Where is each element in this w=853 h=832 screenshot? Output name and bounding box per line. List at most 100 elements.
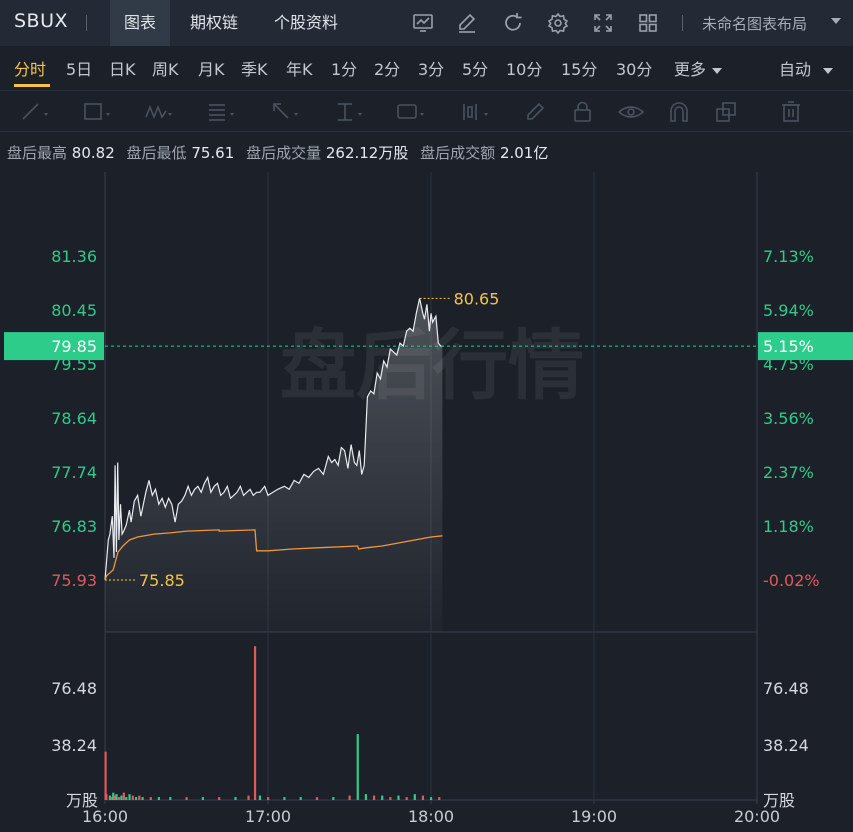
divider — [86, 15, 87, 31]
after-hours-stats: 盘后最高 80.82 盘后最低 75.61 盘后成交量 262.12万股 盘后成… — [7, 142, 555, 163]
divider — [682, 15, 683, 31]
text-tool-icon[interactable] — [334, 99, 364, 125]
x-tick-label: 19:00 — [571, 807, 617, 826]
current-price-label: 79.85 — [51, 337, 97, 356]
volume-bar — [149, 797, 152, 800]
volume-bar — [117, 797, 121, 800]
period-day-k[interactable]: 日K — [109, 60, 136, 79]
tab-options-chain[interactable]: 期权链 — [190, 13, 239, 32]
price-tick-label: 80.45 — [51, 301, 97, 320]
chevron-down-icon — [712, 67, 723, 74]
volume-bar — [108, 795, 112, 800]
volume-value: 262.12万股 — [325, 144, 409, 162]
volume-bar — [122, 792, 125, 800]
volume-unit-label-right: 万股 — [763, 791, 795, 810]
volume-bar — [125, 797, 128, 800]
volume-bar — [112, 792, 115, 800]
current-pct-tag — [758, 332, 853, 361]
settings-icon[interactable] — [547, 12, 569, 34]
measure-icon[interactable] — [460, 99, 490, 125]
volume-bar — [134, 797, 138, 800]
low-annotation: 75.85 — [139, 571, 185, 590]
period-30min[interactable]: 30分 — [616, 60, 653, 79]
volume-bar — [283, 797, 286, 800]
volume-bar — [413, 794, 416, 800]
volume-bar — [157, 797, 160, 800]
period-more[interactable]: 更多 — [674, 56, 723, 80]
trash-icon[interactable] — [776, 99, 806, 125]
label-icon[interactable] — [396, 99, 426, 125]
price-tick-label: 76.83 — [51, 517, 97, 536]
x-tick-label: 17:00 — [245, 807, 291, 826]
volume-bar — [115, 794, 118, 800]
volume-bar — [405, 797, 408, 800]
magnet-icon[interactable] — [664, 99, 694, 125]
chevron-down-icon — [823, 67, 834, 74]
indicator-icon[interactable] — [412, 12, 434, 34]
period-10min[interactable]: 10分 — [506, 60, 543, 79]
volume-bar — [113, 795, 116, 800]
amount-value: 2.01亿 — [499, 144, 549, 162]
scale-mode-label: 自动 — [779, 60, 812, 79]
percent-tick-label: 1.18% — [763, 517, 814, 536]
fib-icon[interactable] — [206, 99, 236, 125]
layout-name[interactable]: 未命名图表布局 — [702, 15, 808, 33]
period-5min[interactable]: 5分 — [462, 60, 489, 79]
scale-mode-select[interactable]: 自动 — [779, 56, 834, 80]
period-15min[interactable]: 15分 — [561, 60, 598, 79]
period-2min[interactable]: 2分 — [374, 60, 401, 79]
percent-tick-label: 5.94% — [763, 301, 814, 320]
percent-tick-label: 3.56% — [763, 409, 814, 428]
pen-icon[interactable] — [522, 99, 552, 125]
period-intraday[interactable]: 分时 — [14, 60, 47, 79]
period-week-k[interactable]: 周K — [152, 60, 179, 79]
percent-tick-label: 7.13% — [763, 247, 814, 266]
period-year-k[interactable]: 年K — [286, 60, 313, 79]
volume-bar — [372, 795, 376, 800]
active-period-indicator — [14, 84, 50, 87]
period-1min[interactable]: 1分 — [331, 60, 358, 79]
volume-bar — [201, 797, 204, 800]
eye-icon[interactable] — [616, 99, 646, 125]
volume-bar — [104, 751, 107, 800]
trend-line-icon[interactable] — [20, 99, 50, 125]
arrow-icon[interactable] — [270, 99, 300, 125]
volume-bar — [253, 646, 257, 800]
volume-bar — [128, 794, 131, 800]
period-month-k[interactable]: 月K — [198, 60, 225, 79]
chevron-down-icon[interactable] — [831, 18, 841, 24]
layout-grid-icon[interactable] — [637, 12, 659, 34]
high-annotation: 80.65 — [454, 289, 500, 308]
price-tick-label: 78.64 — [51, 409, 97, 428]
volume-bar — [120, 795, 123, 800]
refresh-icon[interactable] — [502, 12, 524, 34]
period-quarter-k[interactable]: 季K — [241, 60, 268, 79]
lock-icon[interactable] — [568, 99, 598, 125]
pattern-icon[interactable] — [144, 99, 174, 125]
percent-tick-label: -0.02% — [763, 571, 820, 590]
volume-tick-label-right: 38.24 — [763, 736, 809, 755]
tab-stock-profile[interactable]: 个股资料 — [274, 13, 339, 32]
price-line — [104, 298, 443, 581]
volume-bar — [421, 795, 425, 800]
period-3min[interactable]: 3分 — [418, 60, 445, 79]
volume-tick-label: 38.24 — [51, 736, 97, 755]
tab-chart[interactable]: 图表 — [110, 0, 171, 46]
volume-bar — [234, 797, 237, 800]
volume-bar — [141, 797, 144, 800]
x-tick-label: 20:00 — [734, 807, 780, 826]
volume-bar — [185, 797, 188, 800]
percent-tick-label: 2.37% — [763, 463, 814, 482]
rectangle-icon[interactable] — [82, 99, 112, 125]
copy-icon[interactable] — [712, 99, 742, 125]
volume-bar — [258, 795, 262, 800]
period-5d[interactable]: 5日 — [66, 60, 93, 79]
current-price-tag — [4, 332, 104, 361]
volume-bar — [430, 797, 433, 800]
draw-icon[interactable] — [456, 12, 478, 34]
ticker-symbol: SBUX — [14, 10, 69, 32]
volume-label: 盘后成交量 — [246, 144, 322, 162]
fullscreen-icon[interactable] — [592, 12, 614, 34]
low-label: 盘后最低 — [126, 144, 187, 162]
